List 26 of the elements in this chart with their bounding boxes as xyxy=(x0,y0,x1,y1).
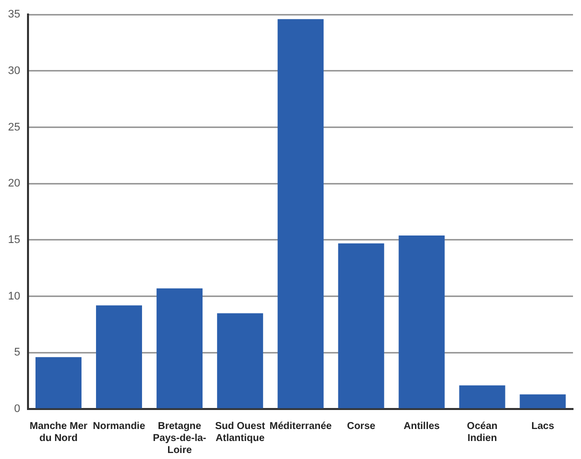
bar xyxy=(520,394,566,408)
bar xyxy=(398,235,445,408)
y-tick-label: 10 xyxy=(8,290,20,302)
bar xyxy=(459,385,506,408)
y-tick-label: 15 xyxy=(8,234,20,246)
x-tick-label: Corse xyxy=(346,420,376,432)
y-tick-label: 5 xyxy=(14,346,20,359)
x-tick-label: Océan Indien xyxy=(466,420,498,444)
bar xyxy=(338,243,384,408)
x-tick-label: Manche Mer du Nord xyxy=(30,420,88,444)
bar xyxy=(36,357,82,408)
bar xyxy=(217,313,264,408)
bar xyxy=(278,19,324,408)
x-tick-label: Bretagne Pays-de-la-Loire xyxy=(152,420,206,456)
y-tick-label: 30 xyxy=(8,64,20,77)
x-tick-label: Normandie xyxy=(92,420,146,432)
bar xyxy=(96,305,142,408)
bar xyxy=(156,288,203,408)
y-tick-label: 25 xyxy=(8,121,20,134)
x-tick-label: Antilles xyxy=(404,420,440,432)
x-tick-label: Méditerranée xyxy=(269,420,332,432)
y-tick-label: 35 xyxy=(8,8,20,21)
x-tick-label: Sud Ouest Atlantique xyxy=(215,420,266,444)
x-tick-label: Lacs xyxy=(531,420,555,432)
y-tick-label: 0 xyxy=(14,403,20,416)
y-tick-label: 20 xyxy=(8,178,20,190)
